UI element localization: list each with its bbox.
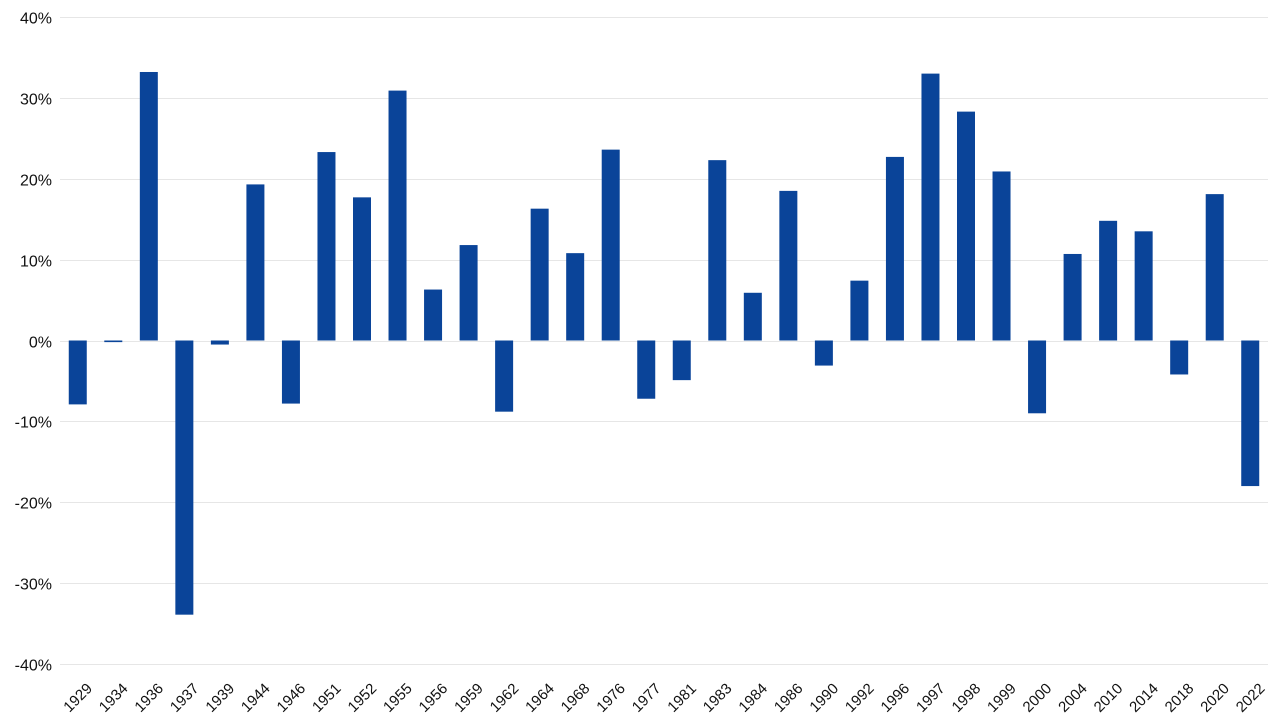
x-tick-label-1929: 1929 — [60, 680, 96, 716]
y-tick-label: -30% — [15, 577, 52, 594]
bar-1944 — [246, 184, 265, 341]
x-tick-label-2010: 2010 — [1091, 680, 1127, 716]
x-tick-label-1937: 1937 — [167, 680, 203, 716]
bar-1951 — [317, 152, 336, 341]
bar-2010 — [1099, 220, 1118, 341]
x-tick-label-1977: 1977 — [629, 680, 665, 716]
bar-1946 — [281, 340, 300, 404]
x-tick-label-1964: 1964 — [522, 680, 558, 716]
bar-1962 — [495, 340, 514, 412]
y-tick-label: 10% — [20, 254, 52, 271]
bar-1983 — [708, 160, 727, 341]
x-tick-label-1983: 1983 — [700, 680, 736, 716]
x-tick-label-1990: 1990 — [806, 680, 842, 716]
bar-1936 — [139, 71, 158, 341]
y-tick-label: -40% — [15, 658, 52, 675]
x-tick-label-2014: 2014 — [1126, 680, 1162, 716]
bar-1996 — [885, 156, 904, 341]
x-tick-label-1984: 1984 — [735, 680, 771, 716]
bar-1964 — [530, 208, 549, 341]
bar-1981 — [672, 340, 691, 381]
bar-1999 — [992, 171, 1011, 341]
x-tick-label-2004: 2004 — [1055, 680, 1091, 716]
bar-1977 — [637, 340, 656, 399]
bar-2014 — [1134, 231, 1153, 341]
x-axis-tick-labels: 1929 1934 1936 1937 1939 1944 1946 1951 1952 1955… — [60, 680, 1268, 716]
bar-2004 — [1063, 253, 1082, 341]
x-tick-label-1939: 1939 — [202, 680, 238, 716]
bar-1990 — [814, 340, 833, 366]
x-tick-label-1996: 1996 — [878, 680, 914, 716]
bar-1929 — [68, 340, 87, 405]
x-tick-label-1981: 1981 — [664, 680, 700, 716]
x-tick-label-1998: 1998 — [949, 680, 985, 716]
x-tick-label-1992: 1992 — [842, 680, 878, 716]
bar-1934 — [104, 340, 123, 343]
bar-1998 — [957, 111, 975, 341]
bars — [68, 71, 1260, 615]
y-tick-label: -20% — [15, 496, 52, 513]
x-tick-label-2020: 2020 — [1197, 680, 1233, 716]
bar-1984 — [743, 292, 762, 341]
bar-1992 — [850, 280, 869, 341]
y-tick-label: 30% — [20, 92, 52, 109]
y-tick-label: 20% — [20, 173, 52, 190]
x-tick-label-1952: 1952 — [345, 680, 381, 716]
x-tick-label-1999: 1999 — [984, 680, 1020, 716]
x-tick-label-1968: 1968 — [558, 680, 594, 716]
x-tick-label-1986: 1986 — [771, 680, 807, 716]
bar-1939 — [210, 340, 229, 345]
x-tick-label-2018: 2018 — [1162, 680, 1198, 716]
x-tick-label-2022: 2022 — [1233, 680, 1269, 716]
y-axis-tick-labels: 40% 30% 20% 10% 0% -10% -20% -30% -40% — [15, 11, 52, 675]
x-tick-label-1976: 1976 — [593, 680, 629, 716]
bar-1955 — [388, 90, 407, 341]
x-tick-label-1956: 1956 — [416, 680, 452, 716]
bar-1952 — [353, 197, 371, 341]
bar-1986 — [779, 190, 798, 341]
y-tick-label: 0% — [29, 335, 52, 352]
bar-1997 — [921, 73, 940, 341]
x-tick-label-1936: 1936 — [131, 680, 167, 716]
x-tick-label-1997: 1997 — [913, 680, 949, 716]
bar-2020 — [1205, 194, 1224, 341]
x-tick-label-1934: 1934 — [96, 680, 132, 716]
x-tick-label-1955: 1955 — [380, 680, 416, 716]
y-tick-label: -10% — [15, 415, 52, 432]
bar-2000 — [1028, 340, 1047, 414]
x-tick-label-1944: 1944 — [238, 680, 274, 716]
x-tick-label-1946: 1946 — [274, 680, 310, 716]
bar-2018 — [1170, 340, 1189, 375]
y-tick-label: 40% — [20, 11, 52, 28]
x-tick-label-1962: 1962 — [487, 680, 523, 716]
x-tick-label-2000: 2000 — [1020, 680, 1056, 716]
bar-2022 — [1241, 340, 1260, 487]
bar-1956 — [424, 289, 443, 341]
bar-1937 — [175, 340, 194, 615]
x-tick-label-1959: 1959 — [451, 680, 487, 716]
gridlines — [60, 17, 1268, 665]
bar-1976 — [601, 149, 620, 341]
bar-1968 — [566, 253, 585, 341]
bar-1959 — [459, 245, 478, 341]
x-tick-label-1951: 1951 — [309, 680, 345, 716]
